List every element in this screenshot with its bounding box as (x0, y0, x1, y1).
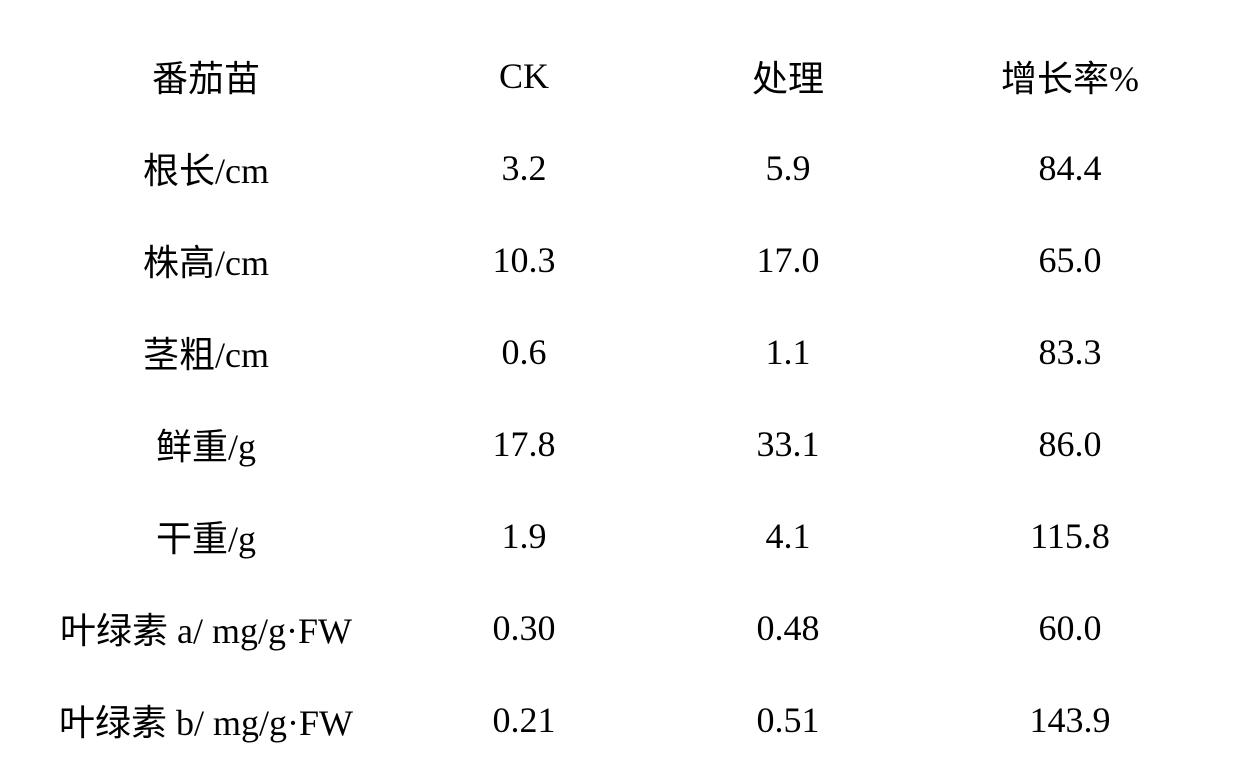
cell-ck: 17.8 (392, 398, 656, 490)
table-row: 根长/cm 3.2 5.9 84.4 (20, 122, 1220, 214)
header-label: 番茄苗 (20, 30, 392, 122)
cell-label: 叶绿素 b/ mg/g·FW (20, 674, 392, 766)
data-table-container: 番茄苗 CK 处理 增长率% 根长/cm 3.2 5.9 84.4 株高/cm … (20, 30, 1220, 703)
cell-ck: 0.30 (392, 582, 656, 674)
cell-treatment: 17.0 (656, 214, 920, 306)
cell-ck: 0.6 (392, 306, 656, 398)
cell-label: 干重/g (20, 490, 392, 582)
cell-label: 叶绿素 a/ mg/g·FW (20, 582, 392, 674)
cell-ck: 10.3 (392, 214, 656, 306)
data-table: 番茄苗 CK 处理 增长率% 根长/cm 3.2 5.9 84.4 株高/cm … (20, 30, 1220, 766)
cell-treatment: 1.1 (656, 306, 920, 398)
table-row: 干重/g 1.9 4.1 115.8 (20, 490, 1220, 582)
cell-label: 茎粗/cm (20, 306, 392, 398)
table-row: 株高/cm 10.3 17.0 65.0 (20, 214, 1220, 306)
cell-treatment: 0.48 (656, 582, 920, 674)
cell-growth: 65.0 (920, 214, 1220, 306)
cell-treatment: 0.51 (656, 674, 920, 766)
table-row: 叶绿素 a/ mg/g·FW 0.30 0.48 60.0 (20, 582, 1220, 674)
cell-label: 根长/cm (20, 122, 392, 214)
header-ck: CK (392, 30, 656, 122)
table-row: 鲜重/g 17.8 33.1 86.0 (20, 398, 1220, 490)
cell-growth: 86.0 (920, 398, 1220, 490)
cell-growth: 115.8 (920, 490, 1220, 582)
cell-label: 株高/cm (20, 214, 392, 306)
cell-ck: 0.21 (392, 674, 656, 766)
cell-growth: 83.3 (920, 306, 1220, 398)
cell-label: 鲜重/g (20, 398, 392, 490)
cell-ck: 3.2 (392, 122, 656, 214)
cell-treatment: 5.9 (656, 122, 920, 214)
cell-growth: 143.9 (920, 674, 1220, 766)
cell-growth: 60.0 (920, 582, 1220, 674)
table-row: 叶绿素 b/ mg/g·FW 0.21 0.51 143.9 (20, 674, 1220, 766)
cell-ck: 1.9 (392, 490, 656, 582)
table-header-row: 番茄苗 CK 处理 增长率% (20, 30, 1220, 122)
cell-growth: 84.4 (920, 122, 1220, 214)
header-growth: 增长率% (920, 30, 1220, 122)
cell-treatment: 33.1 (656, 398, 920, 490)
cell-treatment: 4.1 (656, 490, 920, 582)
table-row: 茎粗/cm 0.6 1.1 83.3 (20, 306, 1220, 398)
header-treatment: 处理 (656, 30, 920, 122)
